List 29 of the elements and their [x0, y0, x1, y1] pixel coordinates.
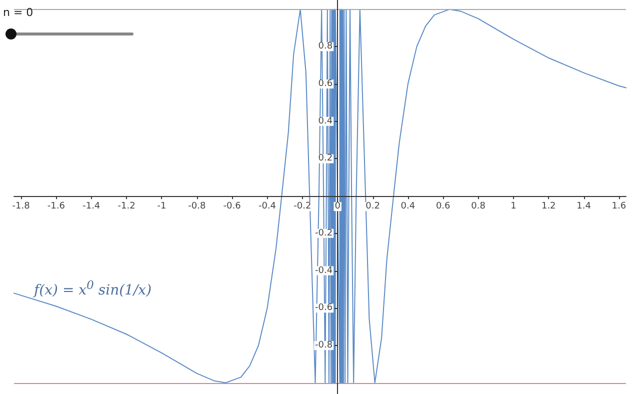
x-tick-label: -1.2 [118, 202, 136, 212]
annotation: f(x) = x$^{0}$ sin(1/x) [34, 278, 152, 299]
x-tick-label: 1 [510, 202, 516, 212]
x-tick-label: -0.2 [294, 202, 312, 212]
x-tick-label: -1.8 [12, 202, 30, 212]
y-tick-label: -0.6 [315, 303, 333, 314]
x-tick-label: 0.4 [400, 202, 416, 212]
x-tick-label: 0.2 [366, 202, 380, 212]
y-tick-label: 0.8 [318, 42, 333, 52]
x-tick-label: -1.4 [82, 202, 100, 212]
y-tick-label: 0.2 [318, 154, 333, 164]
x-tick-label: 1.2 [541, 202, 556, 212]
x-tick-label: 1.6 [612, 202, 626, 212]
y-tick-label: 0.6 [318, 79, 333, 90]
x-tick-label: -0.8 [188, 202, 206, 212]
x-tick-label: -1.6 [47, 202, 66, 212]
y-tick-label: -0.8 [315, 340, 333, 350]
x-tick-label: -0.4 [258, 202, 276, 212]
x-tick-label: 0.6 [436, 202, 451, 212]
x-tick-label: 0 [334, 202, 341, 212]
x-tick-label: 0.8 [471, 202, 486, 212]
line-series [14, 8, 626, 384]
x-tick-label: 1.4 [576, 202, 592, 212]
x-tick-label: -1 [157, 202, 166, 212]
y-tick-label: 0.4 [318, 116, 333, 126]
annotation: n = 0 [3, 6, 34, 19]
y-tick-label: -0.4 [315, 266, 333, 276]
y-tick-label: -0.2 [315, 228, 333, 238]
x-tick-label: -0.6 [223, 202, 242, 212]
